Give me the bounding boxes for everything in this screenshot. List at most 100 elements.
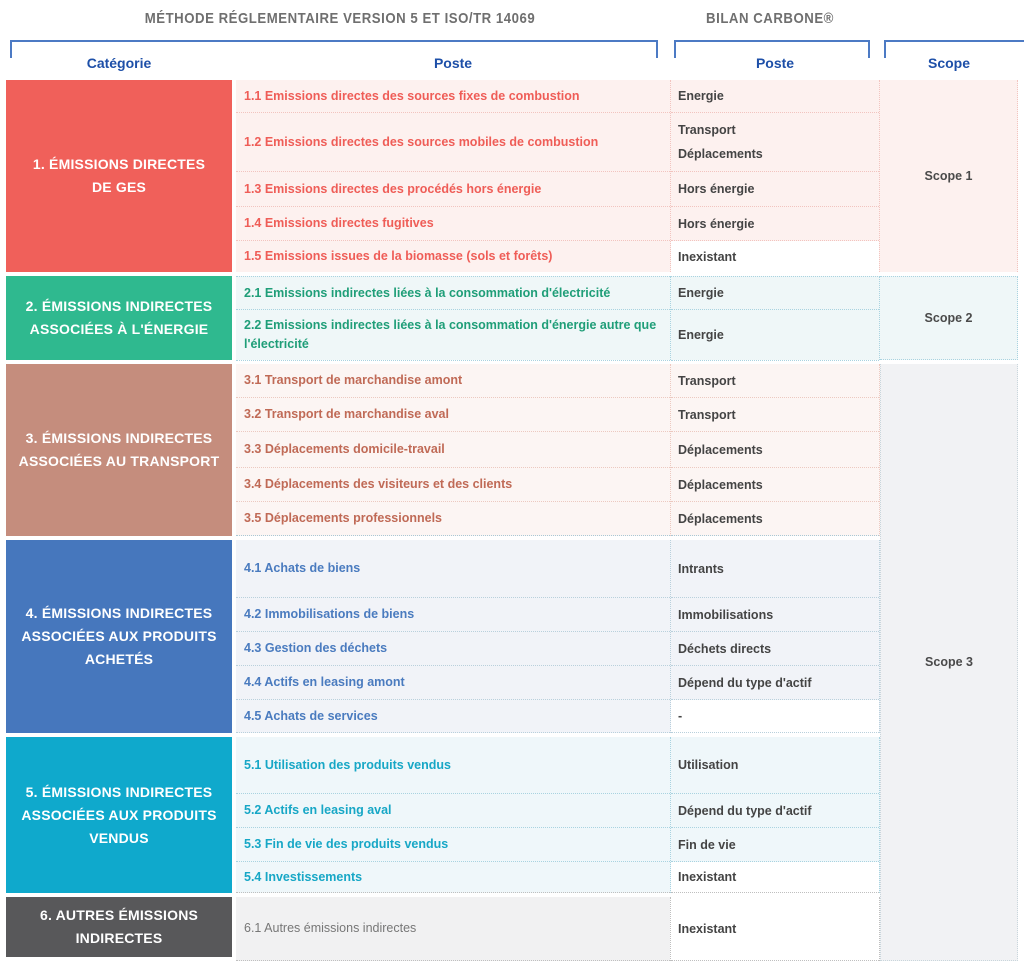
table-row: 1.3 Emissions directes des procédés hors… (236, 172, 670, 207)
table-row: 4.5 Achats de services (236, 700, 670, 733)
scope-3-cell: Scope 3 (880, 364, 1018, 961)
table-row: 1.1 Emissions directes des sources fixes… (236, 80, 670, 113)
bc-value: Utilisation (678, 758, 739, 772)
poste-label: 1.5 Emissions issues de la biomasse (sol… (244, 249, 553, 263)
section-1-direct-emissions: 1. ÉMISSIONS DIRECTES DE GES 1.1 Emissio… (0, 80, 1024, 272)
category-4-block: 4. ÉMISSIONS INDIRECTES ASSOCIÉES AUX PR… (6, 540, 232, 733)
table-row: 4.4 Actifs en leasing amont (236, 666, 670, 700)
bc-cell: Hors énergie (671, 207, 879, 241)
bc-value: Hors énergie (678, 216, 755, 231)
bc-value: Transport (678, 407, 736, 422)
poste-label: 5.2 Actifs en leasing aval (244, 803, 392, 817)
bc-value: Transport (678, 373, 736, 388)
method-title: MÉTHODE RÉGLEMENTAIRE VERSION 5 ET ISO/T… (144, 10, 536, 27)
category-5-label: 5. ÉMISSIONS INDIRECTES ASSOCIÉES AUX PR… (21, 783, 217, 846)
bc-cell: Dépend du type d'actif (671, 794, 879, 828)
bc-cell: Utilisation (671, 737, 879, 794)
poste-label: 2.2 Emissions indirectes liées à la cons… (244, 318, 657, 351)
poste-list-5: 5.1 Utilisation des produits vendus 5.2 … (236, 737, 670, 893)
poste-label: 4.5 Achats de services (244, 708, 378, 723)
bc-cell: Hors énergie (671, 172, 879, 207)
bc-cell: Transport (671, 398, 879, 432)
poste-label: 4.2 Immobilisations de biens (244, 607, 415, 621)
bc-poste-list-3: Transport Transport Déplacements Déplace… (670, 364, 880, 536)
category-2-block: 2. ÉMISSIONS INDIRECTES ASSOCIÉES À L'ÉN… (6, 276, 232, 360)
section-4-purchased-products: 4. ÉMISSIONS INDIRECTES ASSOCIÉES AUX PR… (0, 540, 1024, 733)
scope-2-cell: Scope 2 (880, 276, 1018, 360)
poste-label: 3.5 Déplacements professionnels (244, 511, 442, 525)
scope-bracket (884, 40, 1024, 58)
bc-value: Immobilisations (678, 607, 774, 622)
bc-value: Inexistant (678, 249, 737, 264)
bc-value: Energie (678, 89, 724, 103)
bc-cell: Inexistant (671, 862, 879, 893)
bc-value: Fin de vie (678, 837, 736, 852)
poste-label: 5.4 Investissements (244, 869, 363, 884)
bc-cell: Energie (671, 277, 879, 310)
table-row: 1.2 Emissions directes des sources mobil… (236, 113, 670, 172)
bc-cell: Energie (671, 310, 879, 361)
bc-cell: Inexistant (671, 241, 879, 272)
poste-list-4: 4.1 Achats de biens 4.2 Immobilisations … (236, 540, 670, 733)
bilan-carbone-bracket (674, 40, 870, 58)
bc-poste-list-6: Inexistant (670, 897, 880, 961)
bc-poste-list-2: Energie Energie (670, 276, 880, 361)
bc-cell: Déchets directs (671, 632, 879, 666)
poste-label: 6.1 Autres émissions indirectes (244, 921, 417, 935)
poste-label: 4.1 Achats de biens (244, 561, 361, 575)
table-row: 6.1 Autres émissions indirectes (236, 897, 670, 961)
table-row: 4.2 Immobilisations de biens (236, 598, 670, 632)
table-row: 3.2 Transport de marchandise aval (236, 398, 670, 432)
column-header-bc-poste: Poste (755, 55, 795, 71)
category-6-label: 6. AUTRES ÉMISSIONS INDIRECTES (39, 907, 199, 946)
poste-label: 3.3 Déplacements domicile-travail (244, 442, 445, 456)
category-1-label: 1. ÉMISSIONS DIRECTES DE GES (32, 156, 206, 195)
poste-list-1: 1.1 Emissions directes des sources fixes… (236, 80, 670, 272)
category-5-block: 5. ÉMISSIONS INDIRECTES ASSOCIÉES AUX PR… (6, 737, 232, 893)
bilan-carbone-title: BILAN CARBONE® (706, 10, 834, 27)
section-5-sold-products: 5. ÉMISSIONS INDIRECTES ASSOCIÉES AUX PR… (0, 737, 1024, 893)
table-row: 3.1 Transport de marchandise amont (236, 364, 670, 398)
scope-3-label: Scope 3 (925, 655, 973, 669)
bc-cell: Déplacements (671, 468, 879, 502)
bc-value: Dépend du type d'actif (678, 675, 812, 690)
bc-value: Dépend du type d'actif (678, 803, 812, 818)
poste-label: 1.4 Emissions directes fugitives (244, 216, 434, 230)
bc-cell: Transport Déplacements (671, 113, 879, 172)
poste-label: 3.2 Transport de marchandise aval (244, 407, 449, 421)
category-4-label: 4. ÉMISSIONS INDIRECTES ASSOCIÉES AUX PR… (21, 605, 217, 667)
table-row: 3.3 Déplacements domicile-travail (236, 432, 670, 468)
bc-cell: Intrants (671, 540, 879, 598)
column-header-scope: Scope (927, 55, 970, 71)
scope-1-cell: Scope 1 (880, 80, 1018, 272)
bc-poste-list-1: Energie Transport Déplacements Hors énerg… (670, 80, 880, 272)
bc-value: Inexistant (678, 921, 737, 936)
bc-cell: Fin de vie (671, 828, 879, 862)
table-row: 5.3 Fin de vie des produits vendus (236, 828, 670, 862)
bc-cell: Déplacements (671, 432, 879, 468)
poste-list-6: 6.1 Autres émissions indirectes (236, 897, 670, 961)
poste-label: 1.3 Emissions directes des procédés hors… (244, 181, 542, 196)
category-2-label: 2. ÉMISSIONS INDIRECTES ASSOCIÉES À L'ÉN… (25, 298, 213, 337)
bc-value: Inexistant (678, 870, 737, 884)
table-row: 3.4 Déplacements des visiteurs et des cl… (236, 468, 670, 502)
bc-cell: Immobilisations (671, 598, 879, 632)
table-row: 2.1 Emissions indirectes liées à la cons… (236, 277, 670, 310)
bc-value: Déplacements (678, 442, 763, 457)
category-3-label: 3. ÉMISSIONS INDIRECTES ASSOCIÉES AU TRA… (18, 430, 220, 469)
bc-poste-list-5: Utilisation Dépend du type d'actif Fin d… (670, 737, 880, 893)
table-row: 5.4 Investissements (236, 862, 670, 893)
bc-value: - (678, 709, 683, 723)
bc-value: Hors énergie (678, 182, 755, 196)
poste-label: 5.1 Utilisation des produits vendus (244, 757, 451, 772)
table-row: 4.3 Gestion des déchets (236, 632, 670, 666)
bc-value: Déplacements (678, 477, 763, 492)
table-row: 2.2 Emissions indirectes liées à la cons… (236, 310, 670, 361)
table-row: 5.1 Utilisation des produits vendus (236, 737, 670, 794)
table-row: 1.5 Emissions issues de la biomasse (sol… (236, 241, 670, 272)
category-1-block: 1. ÉMISSIONS DIRECTES DE GES (6, 80, 232, 272)
bc-value: Déplacements (678, 511, 763, 526)
poste-list-2: 2.1 Emissions indirectes liées à la cons… (236, 276, 670, 361)
poste-label: 4.4 Actifs en leasing amont (244, 675, 405, 689)
table-row: 3.5 Déplacements professionnels (236, 502, 670, 536)
